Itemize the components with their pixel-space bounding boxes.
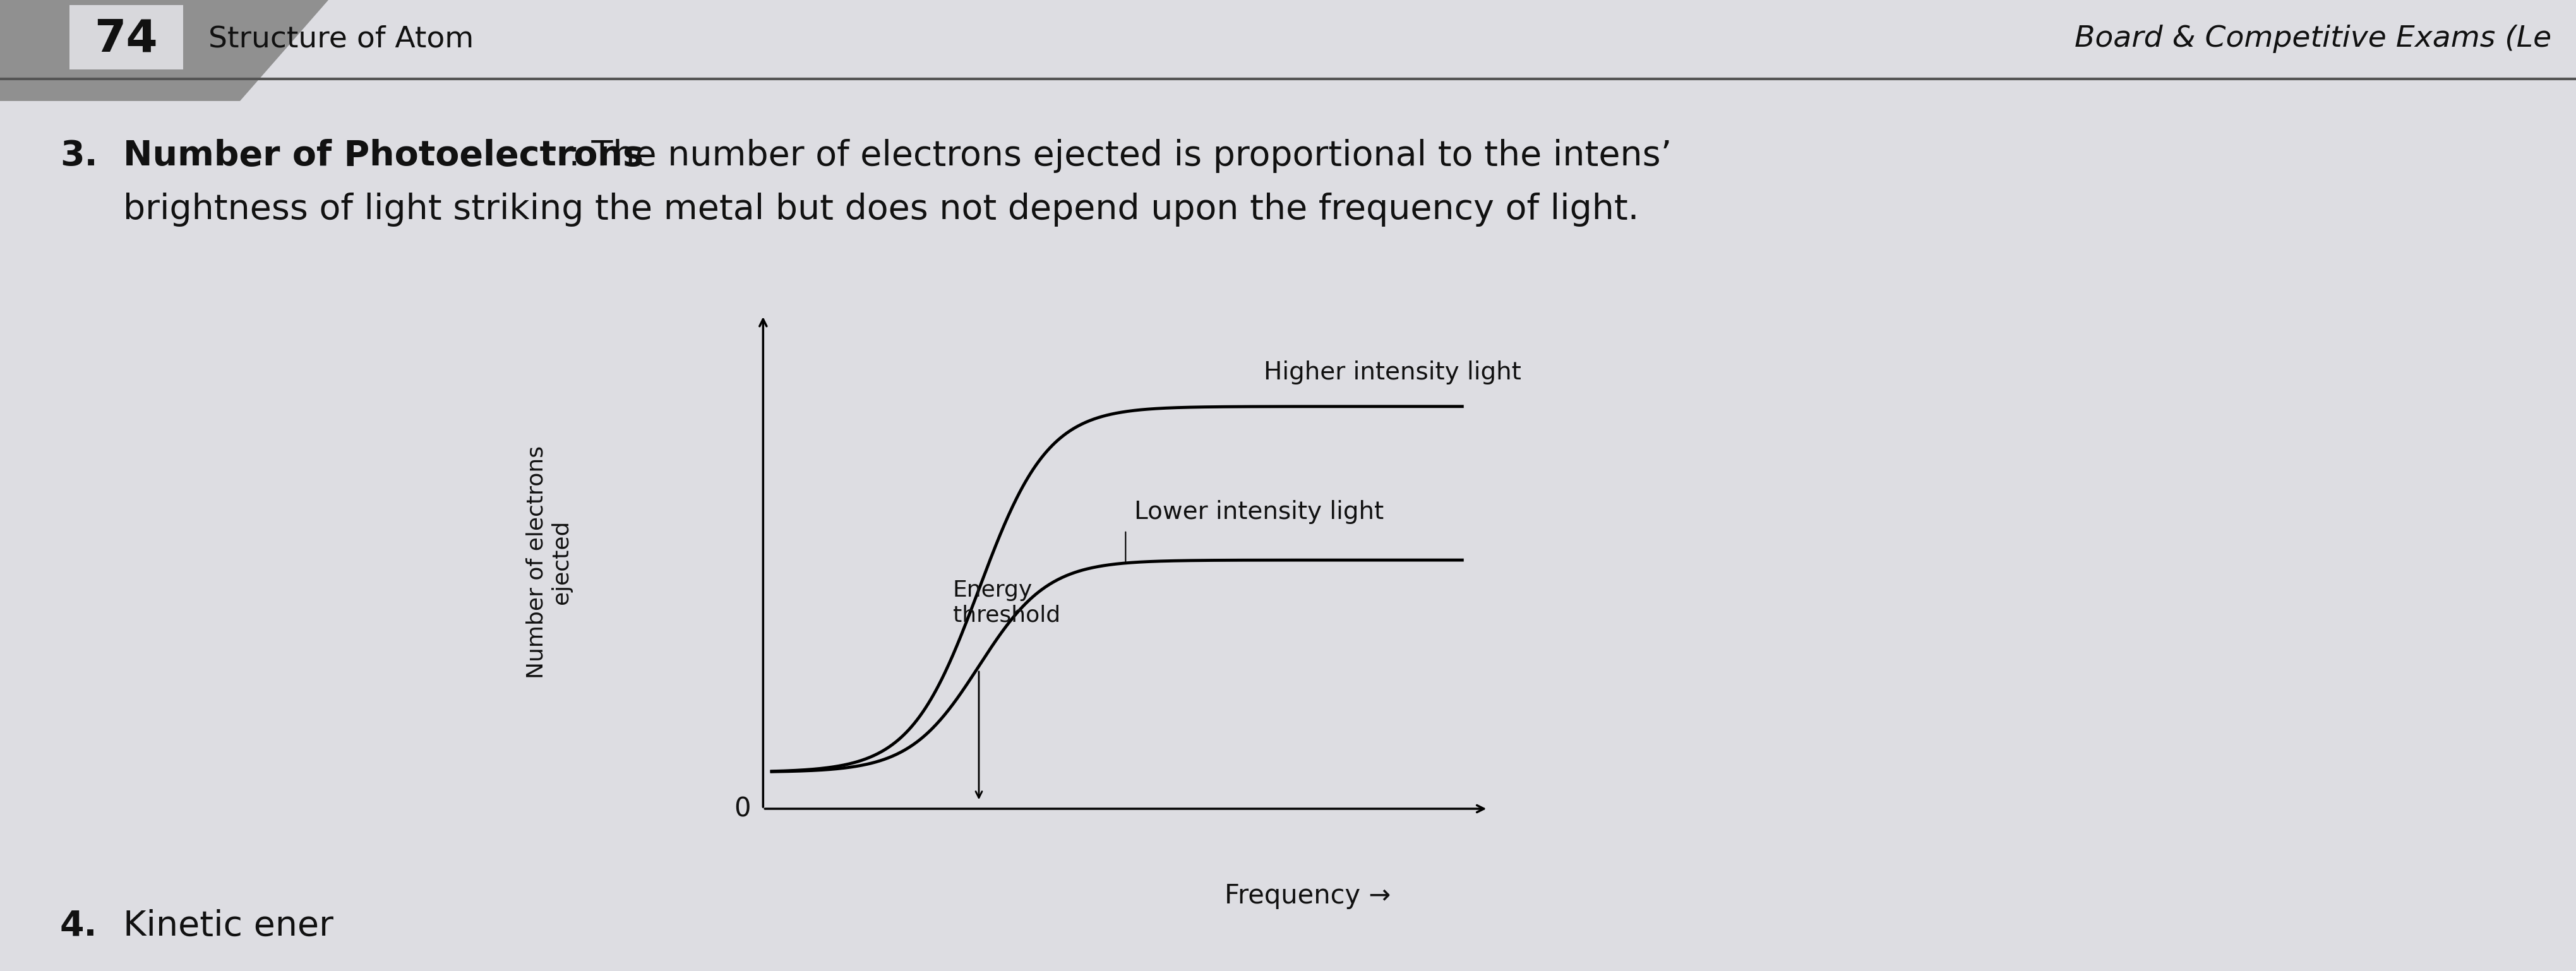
Text: Board & Competitive Exams (Le: Board & Competitive Exams (Le (2074, 25, 2550, 53)
Text: Number of Photoelectrons: Number of Photoelectrons (124, 139, 644, 173)
Text: 3.: 3. (59, 139, 98, 173)
Polygon shape (70, 5, 183, 70)
Text: Frequency →: Frequency → (1224, 883, 1391, 909)
Text: 0: 0 (734, 795, 750, 822)
Text: brightness of light striking the metal but does not depend upon the frequency of: brightness of light striking the metal b… (124, 192, 1638, 226)
Polygon shape (0, 0, 327, 101)
Text: Lower intensity light: Lower intensity light (1133, 500, 1383, 523)
Text: 4.: 4. (59, 909, 98, 943)
Text: Number of electrons
ejected: Number of electrons ejected (526, 446, 572, 679)
Text: : The number of electrons ejected is proportional to the intens’: : The number of electrons ejected is pro… (569, 139, 1672, 173)
Text: Higher intensity light: Higher intensity light (1262, 360, 1520, 385)
Text: 74: 74 (95, 17, 157, 61)
Text: Structure of Atom: Structure of Atom (209, 25, 474, 53)
Text: Kinetic ener: Kinetic ener (124, 909, 332, 943)
Text: Energy
threshold: Energy threshold (953, 580, 1061, 626)
